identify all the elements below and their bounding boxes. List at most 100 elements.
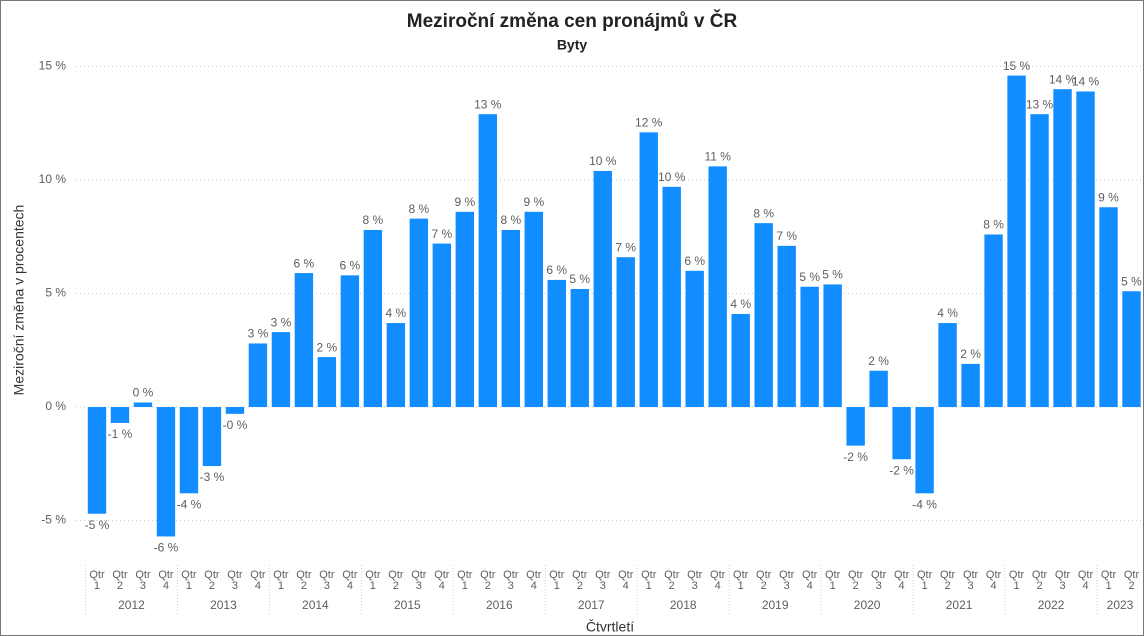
bar bbox=[248, 343, 268, 408]
x-tick-label: Qtr 2 bbox=[388, 569, 404, 592]
x-tick-label: Qtr 3 bbox=[503, 569, 519, 592]
y-tick-label: 0 % bbox=[45, 399, 66, 413]
data-label: -6 % bbox=[154, 541, 179, 555]
data-label: -5 % bbox=[85, 518, 110, 532]
bar bbox=[662, 186, 681, 408]
data-label: 5 % bbox=[1121, 274, 1142, 288]
data-label: 11 % bbox=[704, 150, 731, 164]
data-label: -2 % bbox=[889, 463, 914, 477]
data-label: -4 % bbox=[177, 497, 202, 511]
x-group-label: 2018 bbox=[670, 598, 697, 612]
x-group-label: 2020 bbox=[854, 598, 881, 612]
x-tick-label: Qtr 2 bbox=[664, 569, 680, 592]
x-group-label: 2015 bbox=[394, 598, 421, 612]
bar bbox=[271, 332, 291, 408]
x-tick-label: Qtr 2 bbox=[296, 569, 312, 592]
bar bbox=[455, 211, 475, 408]
x-tick-label: Qtr 1 bbox=[181, 569, 197, 592]
x-tick-label: Qtr 3 bbox=[595, 569, 611, 592]
x-tick-label: Qtr 3 bbox=[1054, 569, 1071, 592]
x-axis-title: Čtvrtletí bbox=[586, 619, 634, 635]
x-tick-label: Qtr 2 bbox=[1031, 569, 1048, 592]
bar bbox=[340, 275, 360, 408]
data-label: 2 % bbox=[868, 354, 889, 368]
x-tick-label: Qtr 4 bbox=[618, 569, 634, 592]
data-label: 12 % bbox=[635, 116, 663, 130]
bar bbox=[915, 407, 934, 494]
y-tick-label: 15 % bbox=[39, 59, 67, 73]
x-group-label: 2017 bbox=[578, 598, 605, 612]
data-label: 10 % bbox=[589, 154, 617, 168]
x-group-label: 2016 bbox=[486, 598, 513, 612]
bar bbox=[179, 407, 199, 494]
chart-subtitle: Byty bbox=[557, 37, 588, 53]
bar bbox=[846, 407, 865, 446]
data-label: 15 % bbox=[1003, 59, 1031, 73]
x-tick-label: Qtr 2 bbox=[756, 569, 772, 592]
x-tick-label: Qtr 3 bbox=[962, 569, 979, 592]
y-tick-label: -5 % bbox=[41, 513, 66, 527]
x-tick-label: Qtr 1 bbox=[825, 569, 841, 592]
data-label: 4 % bbox=[386, 306, 407, 320]
bar bbox=[110, 407, 130, 423]
bar bbox=[938, 323, 957, 408]
x-tick-label: Qtr 4 bbox=[434, 569, 450, 592]
x-tick-label: Qtr 4 bbox=[526, 569, 542, 592]
data-label: 8 % bbox=[500, 213, 521, 227]
bar bbox=[961, 363, 980, 408]
data-label: 6 % bbox=[684, 254, 705, 268]
bar bbox=[409, 218, 429, 408]
x-tick-label: Qtr 4 bbox=[985, 569, 1002, 592]
bar bbox=[685, 270, 704, 408]
x-tick-label: Qtr 1 bbox=[1008, 569, 1025, 592]
bar bbox=[317, 357, 337, 408]
bar bbox=[478, 114, 498, 408]
bar bbox=[708, 166, 727, 408]
x-tick-label: Qtr 1 bbox=[733, 569, 749, 592]
bar bbox=[639, 132, 658, 408]
data-label: 8 % bbox=[408, 202, 429, 216]
x-tick-label: Qtr 1 bbox=[549, 569, 565, 592]
bar bbox=[501, 229, 520, 408]
data-label: -0 % bbox=[223, 418, 248, 432]
y-tick-label: 5 % bbox=[45, 286, 66, 300]
bar bbox=[87, 407, 107, 514]
bar bbox=[202, 407, 222, 467]
bar bbox=[1007, 75, 1026, 408]
x-tick-label: Qtr 4 bbox=[342, 569, 358, 592]
data-label: -2 % bbox=[843, 450, 868, 464]
bar bbox=[156, 407, 176, 537]
x-tick-label: Qtr 2 bbox=[1123, 569, 1140, 592]
data-label: 2 % bbox=[960, 347, 981, 361]
x-tick-label: Qtr 4 bbox=[1077, 569, 1094, 592]
data-label: 5 % bbox=[569, 272, 590, 286]
bar bbox=[225, 407, 245, 414]
bar bbox=[869, 370, 888, 408]
data-label: 4 % bbox=[937, 306, 958, 320]
data-label: 5 % bbox=[799, 270, 820, 284]
bar bbox=[432, 243, 452, 408]
data-label: 14 % bbox=[1049, 72, 1077, 86]
x-tick-label: Qtr 3 bbox=[227, 569, 243, 592]
data-label: -1 % bbox=[108, 427, 133, 441]
bar bbox=[800, 286, 819, 408]
x-tick-label: Qtr 1 bbox=[365, 569, 381, 592]
y-axis-title: Meziroční změna v procentech bbox=[11, 205, 27, 396]
bar bbox=[1053, 89, 1072, 408]
x-group-label: 2019 bbox=[762, 598, 789, 612]
x-tick-label: Qtr 1 bbox=[641, 569, 657, 592]
y-tick-label: 10 % bbox=[39, 172, 67, 186]
bar bbox=[984, 234, 1003, 408]
x-group-label: 2014 bbox=[302, 598, 329, 612]
data-label: 7 % bbox=[776, 229, 797, 243]
bar bbox=[777, 245, 796, 408]
bar bbox=[1122, 291, 1141, 408]
data-label: 6 % bbox=[340, 259, 361, 273]
data-label: -4 % bbox=[912, 497, 937, 511]
bar bbox=[386, 323, 406, 408]
data-label: 8 % bbox=[983, 218, 1004, 232]
x-group-label: 2021 bbox=[946, 598, 973, 612]
bar bbox=[294, 273, 314, 408]
x-tick-label: Qtr 4 bbox=[158, 569, 174, 592]
